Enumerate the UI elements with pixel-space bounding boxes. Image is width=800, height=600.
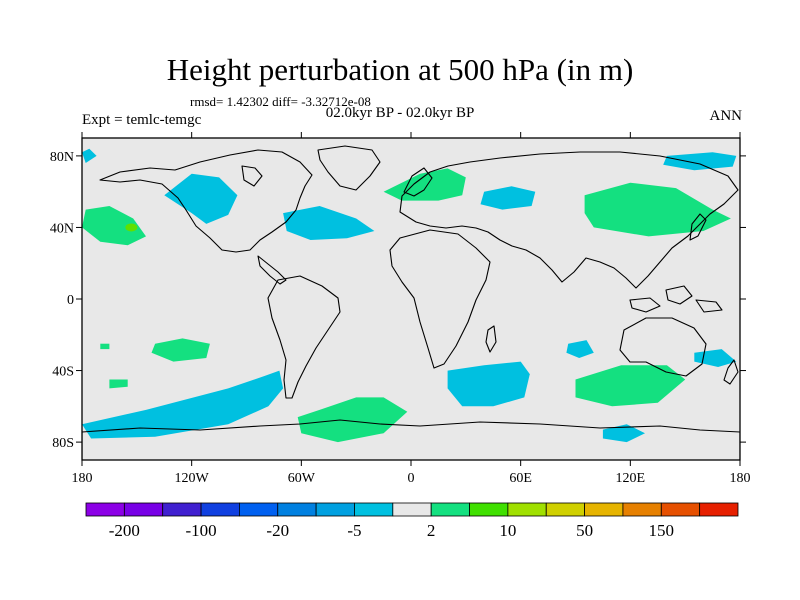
negative-anomaly-region-1 — [164, 173, 238, 224]
season-label: ANN — [709, 108, 743, 124]
positive-anomaly-region-16 — [297, 397, 408, 443]
colorbar-label: -200 — [109, 521, 140, 540]
negative-anomaly-region-2 — [283, 206, 375, 240]
positive-anomaly-region-13 — [584, 182, 731, 237]
longitude-axis: 180 120W 60W 0 60E 120E 180 — [72, 132, 751, 486]
colorbar-swatch-17 — [699, 502, 739, 517]
colorbar-swatch-5 — [239, 502, 279, 517]
colorbar-swatch-9 — [392, 502, 432, 517]
colorbar-label: -100 — [185, 521, 216, 540]
colorbar-swatch-14 — [584, 502, 624, 517]
negative-anomaly-region-3 — [663, 152, 737, 171]
colorbar: -200 -100 -20 -5 2 10 50 150 — [85, 502, 739, 540]
longitude-tick-label: 180 — [72, 471, 93, 486]
longitude-tick-label: 0 — [408, 471, 415, 486]
colorbar-swatch-4 — [200, 502, 240, 517]
negative-anomaly-region-5 — [480, 186, 536, 210]
negative-anomaly-region-4 — [82, 148, 97, 163]
colorbar-swatch-6 — [277, 502, 317, 517]
longitude-tick-label: 120E — [616, 471, 646, 486]
colorbar-label: 50 — [576, 521, 593, 540]
longitude-tick-label: 120W — [175, 471, 210, 486]
colorbar-swatch-16 — [660, 502, 701, 517]
colorbar-swatch-1 — [85, 502, 125, 517]
negative-anomaly-region-7 — [447, 361, 530, 407]
latitude-tick-label: 40S — [52, 365, 74, 380]
colorbar-label: 2 — [427, 521, 436, 540]
colorbar-swatch-7 — [315, 502, 355, 517]
statistics-text: rmsd= 1.42302 diff= -3.32712e-08 — [190, 94, 371, 109]
colorbar-swatch-13 — [545, 502, 585, 517]
anomaly-contours — [82, 148, 737, 443]
negative-anomaly-region-6 — [82, 370, 284, 439]
latitude-tick-label: 40N — [50, 221, 74, 236]
negative-anomaly-region-9 — [694, 349, 737, 367]
strong-anomaly-spot-1 — [125, 223, 138, 232]
coastlines — [82, 145, 740, 460]
colorbar-label: -5 — [347, 521, 361, 540]
positive-anomaly-region-15 — [109, 379, 128, 389]
colorbar-label: -20 — [266, 521, 289, 540]
colorbar-swatch-12 — [507, 502, 547, 517]
positive-anomaly-region-18 — [100, 343, 110, 350]
period-label: 02.0kyr BP - 02.0kyr BP — [325, 105, 475, 121]
longitude-tick-label: 60E — [509, 471, 532, 486]
latitude-axis: 80N 40N 0 40S 80S — [50, 150, 746, 451]
colorbar-swatch-3 — [162, 502, 202, 517]
colorbar-swatch-11 — [469, 502, 509, 517]
colorbar-swatch-8 — [354, 502, 394, 517]
colorbar-label: 150 — [649, 521, 675, 540]
latitude-tick-label: 80N — [50, 150, 74, 165]
longitude-tick-label: 60W — [288, 471, 316, 486]
negative-anomaly-region-10 — [602, 424, 645, 443]
colorbar-swatch-15 — [622, 502, 662, 517]
negative-anomaly-region-8 — [566, 340, 594, 358]
positive-anomaly-region-17 — [575, 365, 686, 407]
positive-anomaly-region-11 — [82, 206, 146, 246]
positive-anomaly-region-14 — [151, 338, 210, 362]
longitude-tick-label: 180 — [730, 471, 751, 486]
colorbar-swatch-2 — [123, 502, 164, 517]
plot-title: Height perturbation at 500 hPa (in m) — [166, 52, 634, 87]
latitude-tick-label: 80S — [52, 436, 74, 451]
experiment-label: Expt = temlc-temgc — [82, 112, 202, 128]
latitude-tick-label: 0 — [67, 293, 74, 308]
colorbar-swatch-10 — [430, 502, 470, 517]
colorbar-label: 10 — [499, 521, 516, 540]
